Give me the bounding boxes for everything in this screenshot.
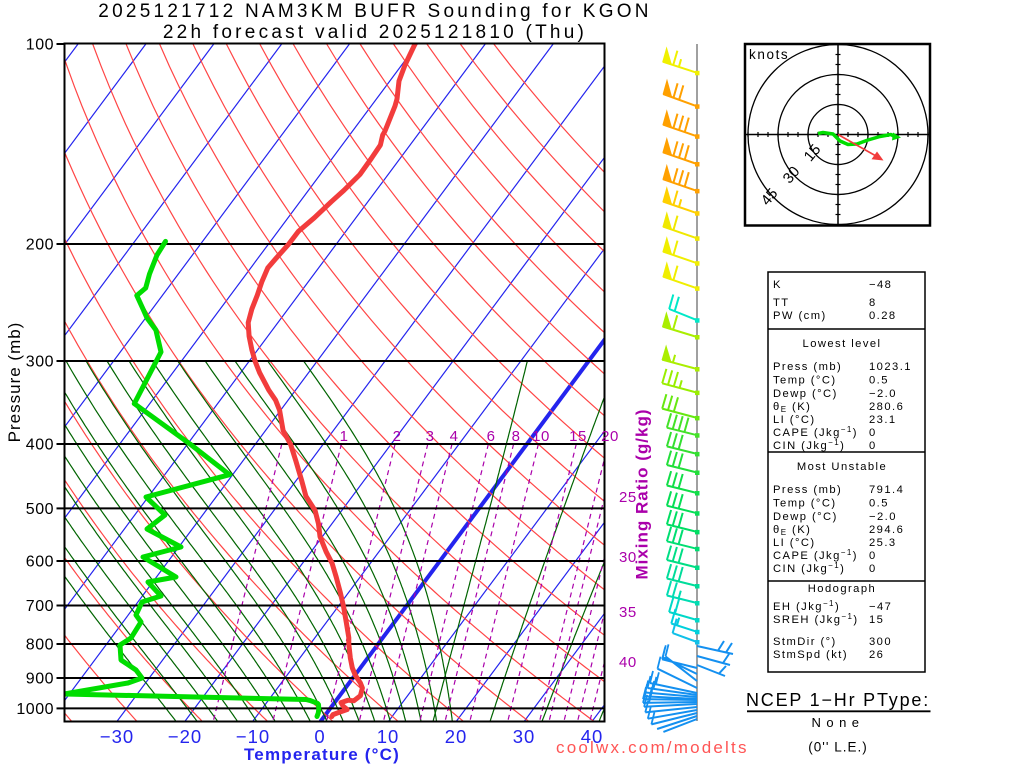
svg-text:100: 100	[26, 37, 54, 54]
svg-text:45: 45	[758, 185, 782, 209]
svg-text:SREH (Jkg−1): SREH (Jkg−1)	[773, 612, 859, 626]
svg-text:2025121712 NAM3KM BUFR Soundin: 2025121712 NAM3KM BUFR Sounding for KGON	[98, 1, 652, 22]
svg-text:8: 8	[512, 428, 521, 445]
svg-text:791.4: 791.4	[869, 484, 904, 496]
svg-text:−48: −48	[869, 279, 892, 291]
svg-text:NCEP 1−Hr PType:: NCEP 1−Hr PType:	[746, 690, 930, 710]
svg-text:1023.1: 1023.1	[869, 361, 912, 373]
svg-text:Lowest level: Lowest level	[803, 338, 882, 350]
svg-text:700: 700	[26, 598, 54, 615]
svg-text:280.6: 280.6	[869, 401, 904, 413]
svg-text:Dewp (°C): Dewp (°C)	[773, 511, 838, 523]
svg-text:coolwx.com/modelts: coolwx.com/modelts	[556, 738, 749, 757]
svg-text:(0'' L.E.): (0'' L.E.)	[808, 740, 867, 755]
svg-text:Dewp (°C): Dewp (°C)	[773, 388, 838, 400]
svg-text:TT: TT	[773, 297, 790, 309]
svg-text:800: 800	[26, 637, 54, 654]
svg-text:10: 10	[377, 726, 400, 747]
svg-text:0: 0	[314, 726, 325, 747]
svg-text:15: 15	[801, 141, 825, 165]
svg-text:0.28: 0.28	[869, 310, 897, 322]
svg-text:35: 35	[619, 604, 637, 621]
svg-text:CAPE (Jkg−1): CAPE (Jkg−1)	[773, 425, 858, 439]
svg-text:400: 400	[26, 437, 54, 454]
svg-text:−47: −47	[869, 601, 892, 613]
svg-text:25.3: 25.3	[869, 537, 897, 549]
svg-text:StmSpd (kt): StmSpd (kt)	[773, 649, 848, 661]
svg-text:LI (°C): LI (°C)	[773, 537, 816, 549]
svg-text:10: 10	[532, 428, 550, 445]
svg-text:0: 0	[869, 440, 877, 452]
svg-text:Temperature (°C): Temperature (°C)	[244, 745, 400, 764]
svg-text:0.5: 0.5	[869, 375, 889, 387]
svg-text:0.5: 0.5	[869, 498, 889, 510]
svg-text:23.1: 23.1	[869, 414, 897, 426]
svg-text:−20: −20	[168, 726, 202, 747]
svg-text:22h forecast valid 2025121810: 22h forecast valid 2025121810 (Thu)	[163, 22, 587, 43]
svg-text:Temp (°C): Temp (°C)	[773, 375, 837, 387]
svg-text:25: 25	[619, 489, 637, 506]
svg-text:−2.0: −2.0	[869, 511, 897, 523]
svg-text:CIN (Jkg−1): CIN (Jkg−1)	[773, 438, 845, 452]
svg-text:20: 20	[445, 726, 468, 747]
svg-text:30: 30	[780, 163, 804, 187]
svg-text:Pressure (mb): Pressure (mb)	[5, 322, 24, 443]
svg-text:600: 600	[26, 554, 54, 571]
svg-text:300: 300	[869, 636, 892, 648]
svg-text:CIN (Jkg−1): CIN (Jkg−1)	[773, 561, 845, 575]
svg-text:knots: knots	[749, 47, 789, 62]
svg-text:20: 20	[601, 428, 619, 445]
svg-text:300: 300	[26, 354, 54, 371]
svg-text:θE (K): θE (K)	[773, 401, 811, 414]
svg-text:6: 6	[487, 428, 496, 445]
svg-text:None: None	[811, 715, 864, 730]
svg-text:30: 30	[513, 726, 536, 747]
svg-text:30: 30	[619, 549, 637, 566]
svg-text:4: 4	[450, 428, 459, 445]
svg-text:15: 15	[869, 614, 884, 626]
svg-text:Press (mb): Press (mb)	[773, 361, 842, 373]
svg-text:40: 40	[581, 726, 604, 747]
svg-text:3: 3	[426, 428, 435, 445]
svg-text:Hodograph: Hodograph	[808, 583, 876, 595]
svg-text:−30: −30	[100, 726, 134, 747]
svg-text:200: 200	[26, 237, 54, 254]
svg-text:Mixing Ratio (g/kg): Mixing Ratio (g/kg)	[633, 408, 652, 579]
svg-text:EH (Jkg−1): EH (Jkg−1)	[773, 599, 840, 613]
svg-text:900: 900	[26, 671, 54, 688]
svg-text:26: 26	[869, 649, 884, 661]
svg-text:0: 0	[869, 427, 877, 439]
svg-text:40: 40	[619, 654, 637, 671]
svg-text:8: 8	[869, 297, 877, 309]
svg-text:0: 0	[869, 563, 877, 575]
svg-text:CAPE (Jkg−1): CAPE (Jkg−1)	[773, 548, 858, 562]
svg-text:−10: −10	[236, 726, 270, 747]
svg-text:Temp (°C): Temp (°C)	[773, 498, 837, 510]
svg-text:PW (cm): PW (cm)	[773, 310, 827, 322]
svg-text:15: 15	[569, 428, 587, 445]
svg-text:LI (°C): LI (°C)	[773, 414, 816, 426]
svg-text:1000: 1000	[16, 701, 54, 718]
svg-text:0: 0	[869, 550, 877, 562]
svg-text:K: K	[773, 279, 782, 291]
svg-text:θE (K): θE (K)	[773, 524, 811, 537]
svg-text:Most Unstable: Most Unstable	[797, 461, 887, 473]
svg-text:StmDir (°): StmDir (°)	[773, 636, 837, 648]
svg-text:1: 1	[340, 428, 349, 445]
svg-text:Press (mb): Press (mb)	[773, 484, 842, 496]
svg-text:−2.0: −2.0	[869, 388, 897, 400]
svg-text:500: 500	[26, 501, 54, 518]
svg-text:2: 2	[393, 428, 402, 445]
svg-text:294.6: 294.6	[869, 524, 904, 536]
